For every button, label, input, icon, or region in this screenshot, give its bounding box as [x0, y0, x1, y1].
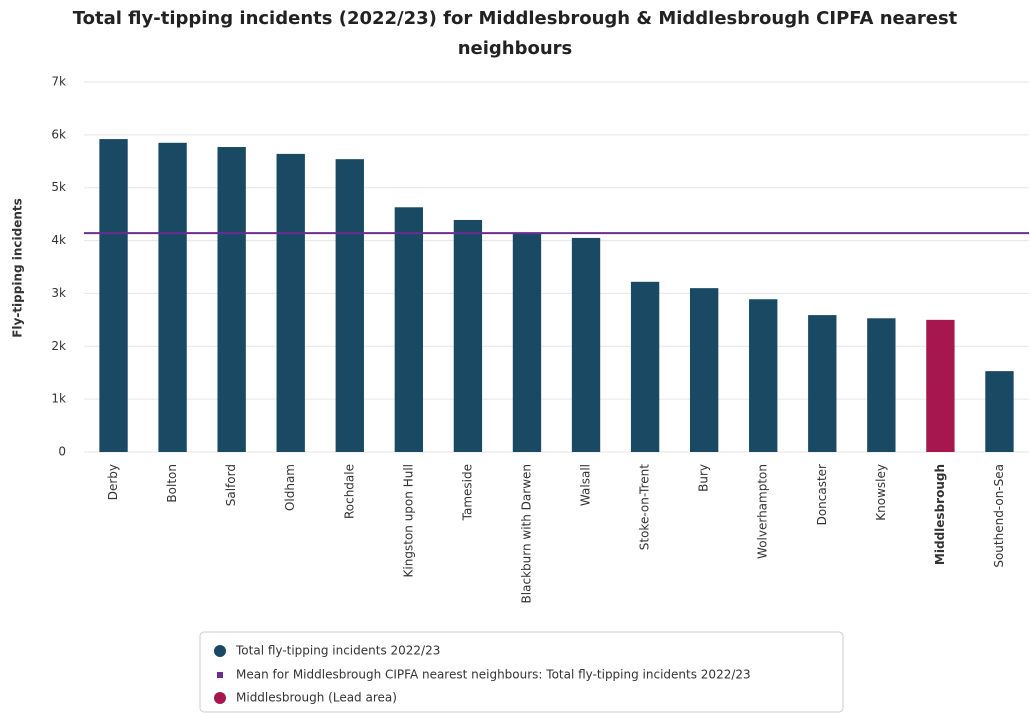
y-tick-label: 4k — [51, 233, 66, 247]
y-tick-label: 3k — [51, 286, 66, 300]
y-tick-label: 1k — [51, 392, 66, 406]
legend-box — [199, 631, 844, 713]
bar — [926, 319, 955, 452]
bar — [217, 147, 246, 452]
legend-label: Middlesbrough (Lead area) — [236, 691, 397, 705]
legend-swatch — [214, 692, 226, 704]
x-tick-label: Southend-on-Sea — [992, 464, 1006, 568]
legend-swatch — [217, 672, 223, 678]
x-tick-label: Rochdale — [342, 464, 356, 519]
bar — [453, 219, 483, 452]
x-tick-label: Stoke-on-Trent — [638, 464, 652, 551]
bar — [867, 318, 896, 452]
bar — [394, 207, 424, 452]
bar — [99, 139, 128, 453]
y-tick-label: 7k — [51, 75, 66, 89]
x-tick-label: Bury — [697, 464, 711, 492]
x-tick-label: Oldham — [283, 464, 297, 511]
bar — [808, 315, 837, 452]
x-tick-label: Bolton — [165, 464, 179, 503]
x-tick-label: Walsall — [579, 464, 593, 506]
bar — [158, 142, 187, 453]
bar — [630, 281, 660, 452]
bar — [571, 237, 601, 452]
bar — [985, 371, 1014, 452]
y-tick-label: 0 — [58, 445, 66, 459]
bar — [335, 159, 364, 452]
x-tick-label: Derby — [106, 464, 120, 500]
legend-label: Mean for Middlesbrough CIPFA nearest nei… — [236, 668, 751, 682]
legend-swatch — [214, 645, 226, 657]
bar — [689, 288, 719, 452]
y-axis-title: Fly-tipping incidents — [11, 198, 25, 338]
x-tick-label: Knowsley — [874, 464, 888, 521]
x-tick-label: Tameside — [460, 464, 474, 521]
chart-title: Total fly-tipping incidents (2022/23) fo… — [72, 8, 958, 59]
x-tick-label: Doncaster — [815, 464, 829, 525]
legend-label: Total fly-tipping incidents 2022/23 — [235, 644, 440, 658]
x-tick-label: Blackburn with Darwen — [519, 464, 533, 603]
y-tick-label: 6k — [51, 127, 66, 141]
bar — [276, 153, 305, 452]
bar — [512, 233, 542, 452]
x-tick-label: Wolverhampton — [756, 464, 770, 559]
y-tick-label: 5k — [51, 180, 66, 194]
y-tick-label: 2k — [51, 339, 66, 353]
x-tick-label: Salford — [224, 464, 238, 506]
bar — [749, 299, 778, 452]
x-tick-label: Middlesbrough — [933, 464, 947, 565]
x-tick-label: Kingston upon Hull — [401, 464, 415, 577]
